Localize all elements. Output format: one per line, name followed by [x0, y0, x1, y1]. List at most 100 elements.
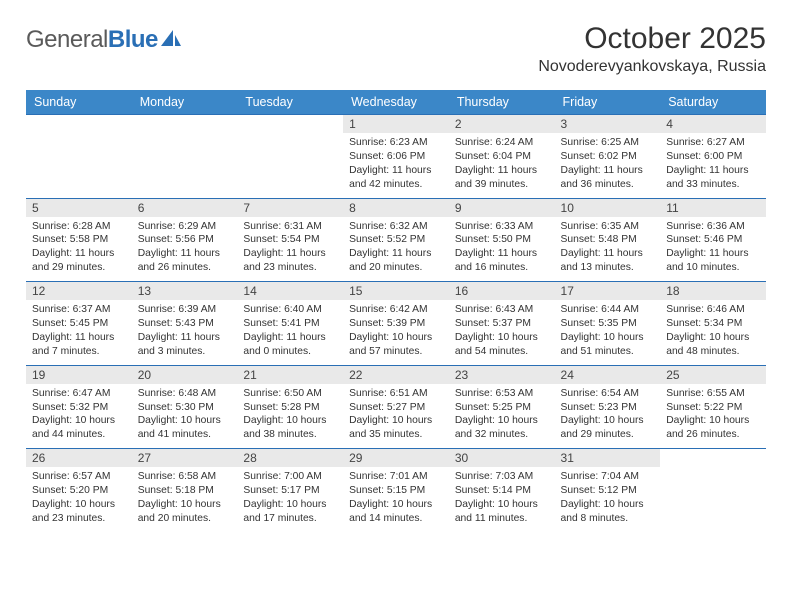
- daylight-line: Daylight: 10 hours and 14 minutes.: [349, 498, 443, 526]
- daylight-line: Daylight: 10 hours and 17 minutes.: [243, 498, 337, 526]
- daylight-label: Daylight:: [666, 332, 706, 343]
- day-detail-cell: Sunrise: 6:37 AMSunset: 5:45 PMDaylight:…: [26, 300, 132, 365]
- sunrise-label: Sunrise:: [243, 304, 281, 315]
- sunrise-value: 6:57 AM: [73, 471, 111, 482]
- sunrise-line: Sunrise: 6:51 AM: [349, 387, 443, 401]
- sunrise-line: Sunrise: 6:39 AM: [138, 303, 232, 317]
- daylight-label: Daylight:: [455, 165, 495, 176]
- weekday-header: Monday: [132, 90, 238, 115]
- sunset-label: Sunset:: [455, 485, 490, 496]
- sunset-line: Sunset: 5:52 PM: [349, 233, 443, 247]
- day-number-cell: 26: [26, 449, 132, 468]
- sunrise-value: 6:51 AM: [390, 388, 428, 399]
- daylight-line: Daylight: 11 hours and 0 minutes.: [243, 331, 337, 359]
- daylight-line: Daylight: 10 hours and 41 minutes.: [138, 414, 232, 442]
- sunrise-label: Sunrise:: [32, 304, 70, 315]
- daylight-line: Daylight: 11 hours and 16 minutes.: [455, 247, 549, 275]
- sunset-label: Sunset:: [243, 234, 278, 245]
- daylight-label: Daylight:: [561, 415, 601, 426]
- day-number: 22: [349, 368, 362, 382]
- sunset-label: Sunset:: [561, 485, 596, 496]
- daylight-label: Daylight:: [349, 332, 389, 343]
- day-number: 21: [243, 368, 256, 382]
- day-number-cell: [660, 449, 766, 468]
- sunrise-line: Sunrise: 6:42 AM: [349, 303, 443, 317]
- daylight-label: Daylight:: [349, 499, 389, 510]
- sunset-label: Sunset:: [243, 485, 278, 496]
- daylight-line: Daylight: 10 hours and 29 minutes.: [561, 414, 655, 442]
- day-detail-cell: Sunrise: 6:36 AMSunset: 5:46 PMDaylight:…: [660, 217, 766, 282]
- day-detail-cell: Sunrise: 6:40 AMSunset: 5:41 PMDaylight:…: [237, 300, 343, 365]
- sunset-value: 5:20 PM: [70, 485, 108, 496]
- daylight-line: Daylight: 10 hours and 48 minutes.: [666, 331, 760, 359]
- sunset-value: 5:32 PM: [70, 402, 108, 413]
- daylight-label: Daylight:: [561, 248, 601, 259]
- daylight-line: Daylight: 10 hours and 26 minutes.: [666, 414, 760, 442]
- sunrise-label: Sunrise:: [349, 221, 387, 232]
- sunrise-value: 6:27 AM: [707, 137, 745, 148]
- day-number-cell: 20: [132, 365, 238, 384]
- sunrise-line: Sunrise: 6:28 AM: [32, 220, 126, 234]
- daylight-line: Daylight: 10 hours and 8 minutes.: [561, 498, 655, 526]
- sunset-value: 5:23 PM: [598, 402, 636, 413]
- sunset-value: 5:30 PM: [176, 402, 214, 413]
- day-detail-cell: Sunrise: 6:50 AMSunset: 5:28 PMDaylight:…: [237, 384, 343, 449]
- day-number-row: 1234: [26, 115, 766, 134]
- sunset-line: Sunset: 6:06 PM: [349, 150, 443, 164]
- sunset-label: Sunset:: [243, 402, 278, 413]
- sunrise-value: 6:53 AM: [495, 388, 533, 399]
- sunrise-value: 7:00 AM: [284, 471, 322, 482]
- day-detail-cell: Sunrise: 6:53 AMSunset: 5:25 PMDaylight:…: [449, 384, 555, 449]
- sunrise-line: Sunrise: 6:27 AM: [666, 136, 760, 150]
- day-number: 31: [561, 451, 574, 465]
- sunrise-value: 7:01 AM: [390, 471, 428, 482]
- sunrise-line: Sunrise: 6:47 AM: [32, 387, 126, 401]
- daylight-line: Daylight: 10 hours and 51 minutes.: [561, 331, 655, 359]
- sunset-line: Sunset: 6:02 PM: [561, 150, 655, 164]
- sunrise-label: Sunrise:: [32, 221, 70, 232]
- sunset-line: Sunset: 5:20 PM: [32, 484, 126, 498]
- day-detail-row: Sunrise: 6:28 AMSunset: 5:58 PMDaylight:…: [26, 217, 766, 282]
- day-number: 16: [455, 284, 468, 298]
- day-detail-cell: [26, 133, 132, 198]
- weekday-header: Wednesday: [343, 90, 449, 115]
- day-detail-cell: Sunrise: 6:39 AMSunset: 5:43 PMDaylight:…: [132, 300, 238, 365]
- sunrise-label: Sunrise:: [138, 471, 176, 482]
- page-header: GeneralBlue October 2025 Novoderevyankov…: [26, 22, 766, 76]
- sunrise-value: 6:50 AM: [284, 388, 322, 399]
- day-detail-cell: Sunrise: 6:25 AMSunset: 6:02 PMDaylight:…: [555, 133, 661, 198]
- sunrise-line: Sunrise: 6:43 AM: [455, 303, 549, 317]
- day-number-row: 262728293031: [26, 449, 766, 468]
- daylight-label: Daylight:: [349, 415, 389, 426]
- daylight-label: Daylight:: [349, 165, 389, 176]
- day-number-row: 567891011: [26, 198, 766, 217]
- sunrise-line: Sunrise: 6:25 AM: [561, 136, 655, 150]
- day-number: 26: [32, 451, 45, 465]
- day-detail-cell: Sunrise: 6:58 AMSunset: 5:18 PMDaylight:…: [132, 467, 238, 532]
- daylight-line: Daylight: 10 hours and 38 minutes.: [243, 414, 337, 442]
- sunrise-line: Sunrise: 6:53 AM: [455, 387, 549, 401]
- sunrise-value: 6:36 AM: [707, 221, 745, 232]
- sunrise-label: Sunrise:: [349, 137, 387, 148]
- sunset-line: Sunset: 5:32 PM: [32, 401, 126, 415]
- sunrise-value: 6:32 AM: [390, 221, 428, 232]
- sunrise-value: 6:35 AM: [601, 221, 639, 232]
- day-number-cell: 8: [343, 198, 449, 217]
- sunset-value: 5:12 PM: [598, 485, 636, 496]
- daylight-label: Daylight:: [243, 248, 283, 259]
- sunrise-value: 6:28 AM: [73, 221, 111, 232]
- day-detail-row: Sunrise: 6:37 AMSunset: 5:45 PMDaylight:…: [26, 300, 766, 365]
- sunset-line: Sunset: 5:22 PM: [666, 401, 760, 415]
- sunset-label: Sunset:: [349, 151, 384, 162]
- day-number: 4: [666, 117, 673, 131]
- day-number-cell: 16: [449, 282, 555, 301]
- sunset-line: Sunset: 5:27 PM: [349, 401, 443, 415]
- sunset-label: Sunset:: [138, 485, 173, 496]
- sunrise-value: 6:43 AM: [495, 304, 533, 315]
- sunrise-line: Sunrise: 6:44 AM: [561, 303, 655, 317]
- sunrise-label: Sunrise:: [243, 388, 281, 399]
- sunset-value: 6:04 PM: [493, 151, 531, 162]
- day-number: 23: [455, 368, 468, 382]
- sunrise-label: Sunrise:: [561, 137, 599, 148]
- day-detail-cell: Sunrise: 7:01 AMSunset: 5:15 PMDaylight:…: [343, 467, 449, 532]
